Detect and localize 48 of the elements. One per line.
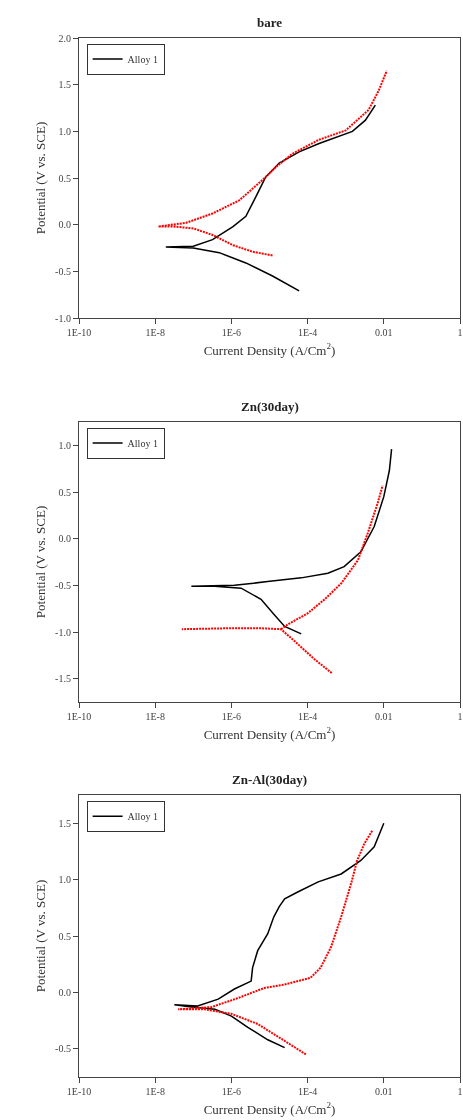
x-tick-label: 1 xyxy=(457,327,463,339)
x-tick-label: 1E-4 xyxy=(297,327,318,339)
y-tick-label: -0.5 xyxy=(55,1043,71,1055)
x-tick-label: 1E-8 xyxy=(145,327,165,339)
x-tick-label: 1 xyxy=(457,711,463,723)
y-tick-label: 0.5 xyxy=(58,172,71,184)
legend-label: Alloy 1 xyxy=(127,54,158,65)
x-tick-label: 1E-8 xyxy=(145,711,165,723)
y-tick-label: 0.0 xyxy=(58,219,71,231)
legend-label: Alloy 1 xyxy=(127,811,158,823)
y-tick-label: 0.0 xyxy=(58,533,71,545)
x-tick-label: 0.01 xyxy=(375,327,393,339)
y-axis-title: Potential (V vs. SCE) xyxy=(33,879,49,993)
x-axis-title: Current Density (A/Cm$^{2}$) xyxy=(203,341,336,358)
y-tick-label: 1.0 xyxy=(58,874,71,886)
y-axis-title: Potential (V vs. SCE) xyxy=(33,505,49,619)
x-tick-label: 1E-10 xyxy=(66,711,92,723)
y-tick-label: -0.5 xyxy=(55,265,71,277)
chart-title: Zn(30day) xyxy=(241,399,299,414)
x-tick-label: 1E-6 xyxy=(221,1086,242,1098)
x-tick-label: 0.01 xyxy=(375,1086,393,1098)
y-tick-label: -0.5 xyxy=(55,579,71,591)
legend-label: Alloy 1 xyxy=(127,438,158,449)
x-tick-label: 1 xyxy=(457,1086,463,1098)
y-tick-label: 1.5 xyxy=(58,79,71,91)
x-tick-label: 1E-8 xyxy=(145,1086,165,1098)
y-tick-label: 0.5 xyxy=(58,486,71,498)
x-axis-title: Current Density (A/Cm$^{2}$) xyxy=(203,1100,336,1117)
x-tick-label: 1E-6 xyxy=(221,327,242,339)
x-axis-title: Current Density (A/Cm$^{2}$) xyxy=(203,725,336,742)
x-tick-label: 1E-6 xyxy=(221,711,242,723)
y-tick-label: 1.0 xyxy=(58,439,71,451)
y-tick-label: 2.0 xyxy=(58,32,71,44)
y-axis-title: Potential (V vs. SCE) xyxy=(33,121,49,235)
x-tick-label: 1E-4 xyxy=(297,1086,318,1098)
x-tick-label: 1E-10 xyxy=(66,1086,92,1098)
y-tick-label: 1.5 xyxy=(58,817,71,829)
chart-title: Zn-Al(30day) xyxy=(232,772,308,787)
y-tick-label: 0.5 xyxy=(58,930,71,942)
x-tick-label: 0.01 xyxy=(375,711,393,723)
y-tick-label: 0.0 xyxy=(58,986,71,998)
x-tick-label: 1E-4 xyxy=(297,711,318,723)
y-tick-label: -1.5 xyxy=(55,673,71,685)
y-tick-label: 1.0 xyxy=(58,125,71,137)
chart-title: bare xyxy=(257,15,283,30)
y-tick-label: -1.0 xyxy=(55,312,71,324)
x-tick-label: 1E-10 xyxy=(66,327,92,339)
y-tick-label: -1.0 xyxy=(55,626,71,638)
